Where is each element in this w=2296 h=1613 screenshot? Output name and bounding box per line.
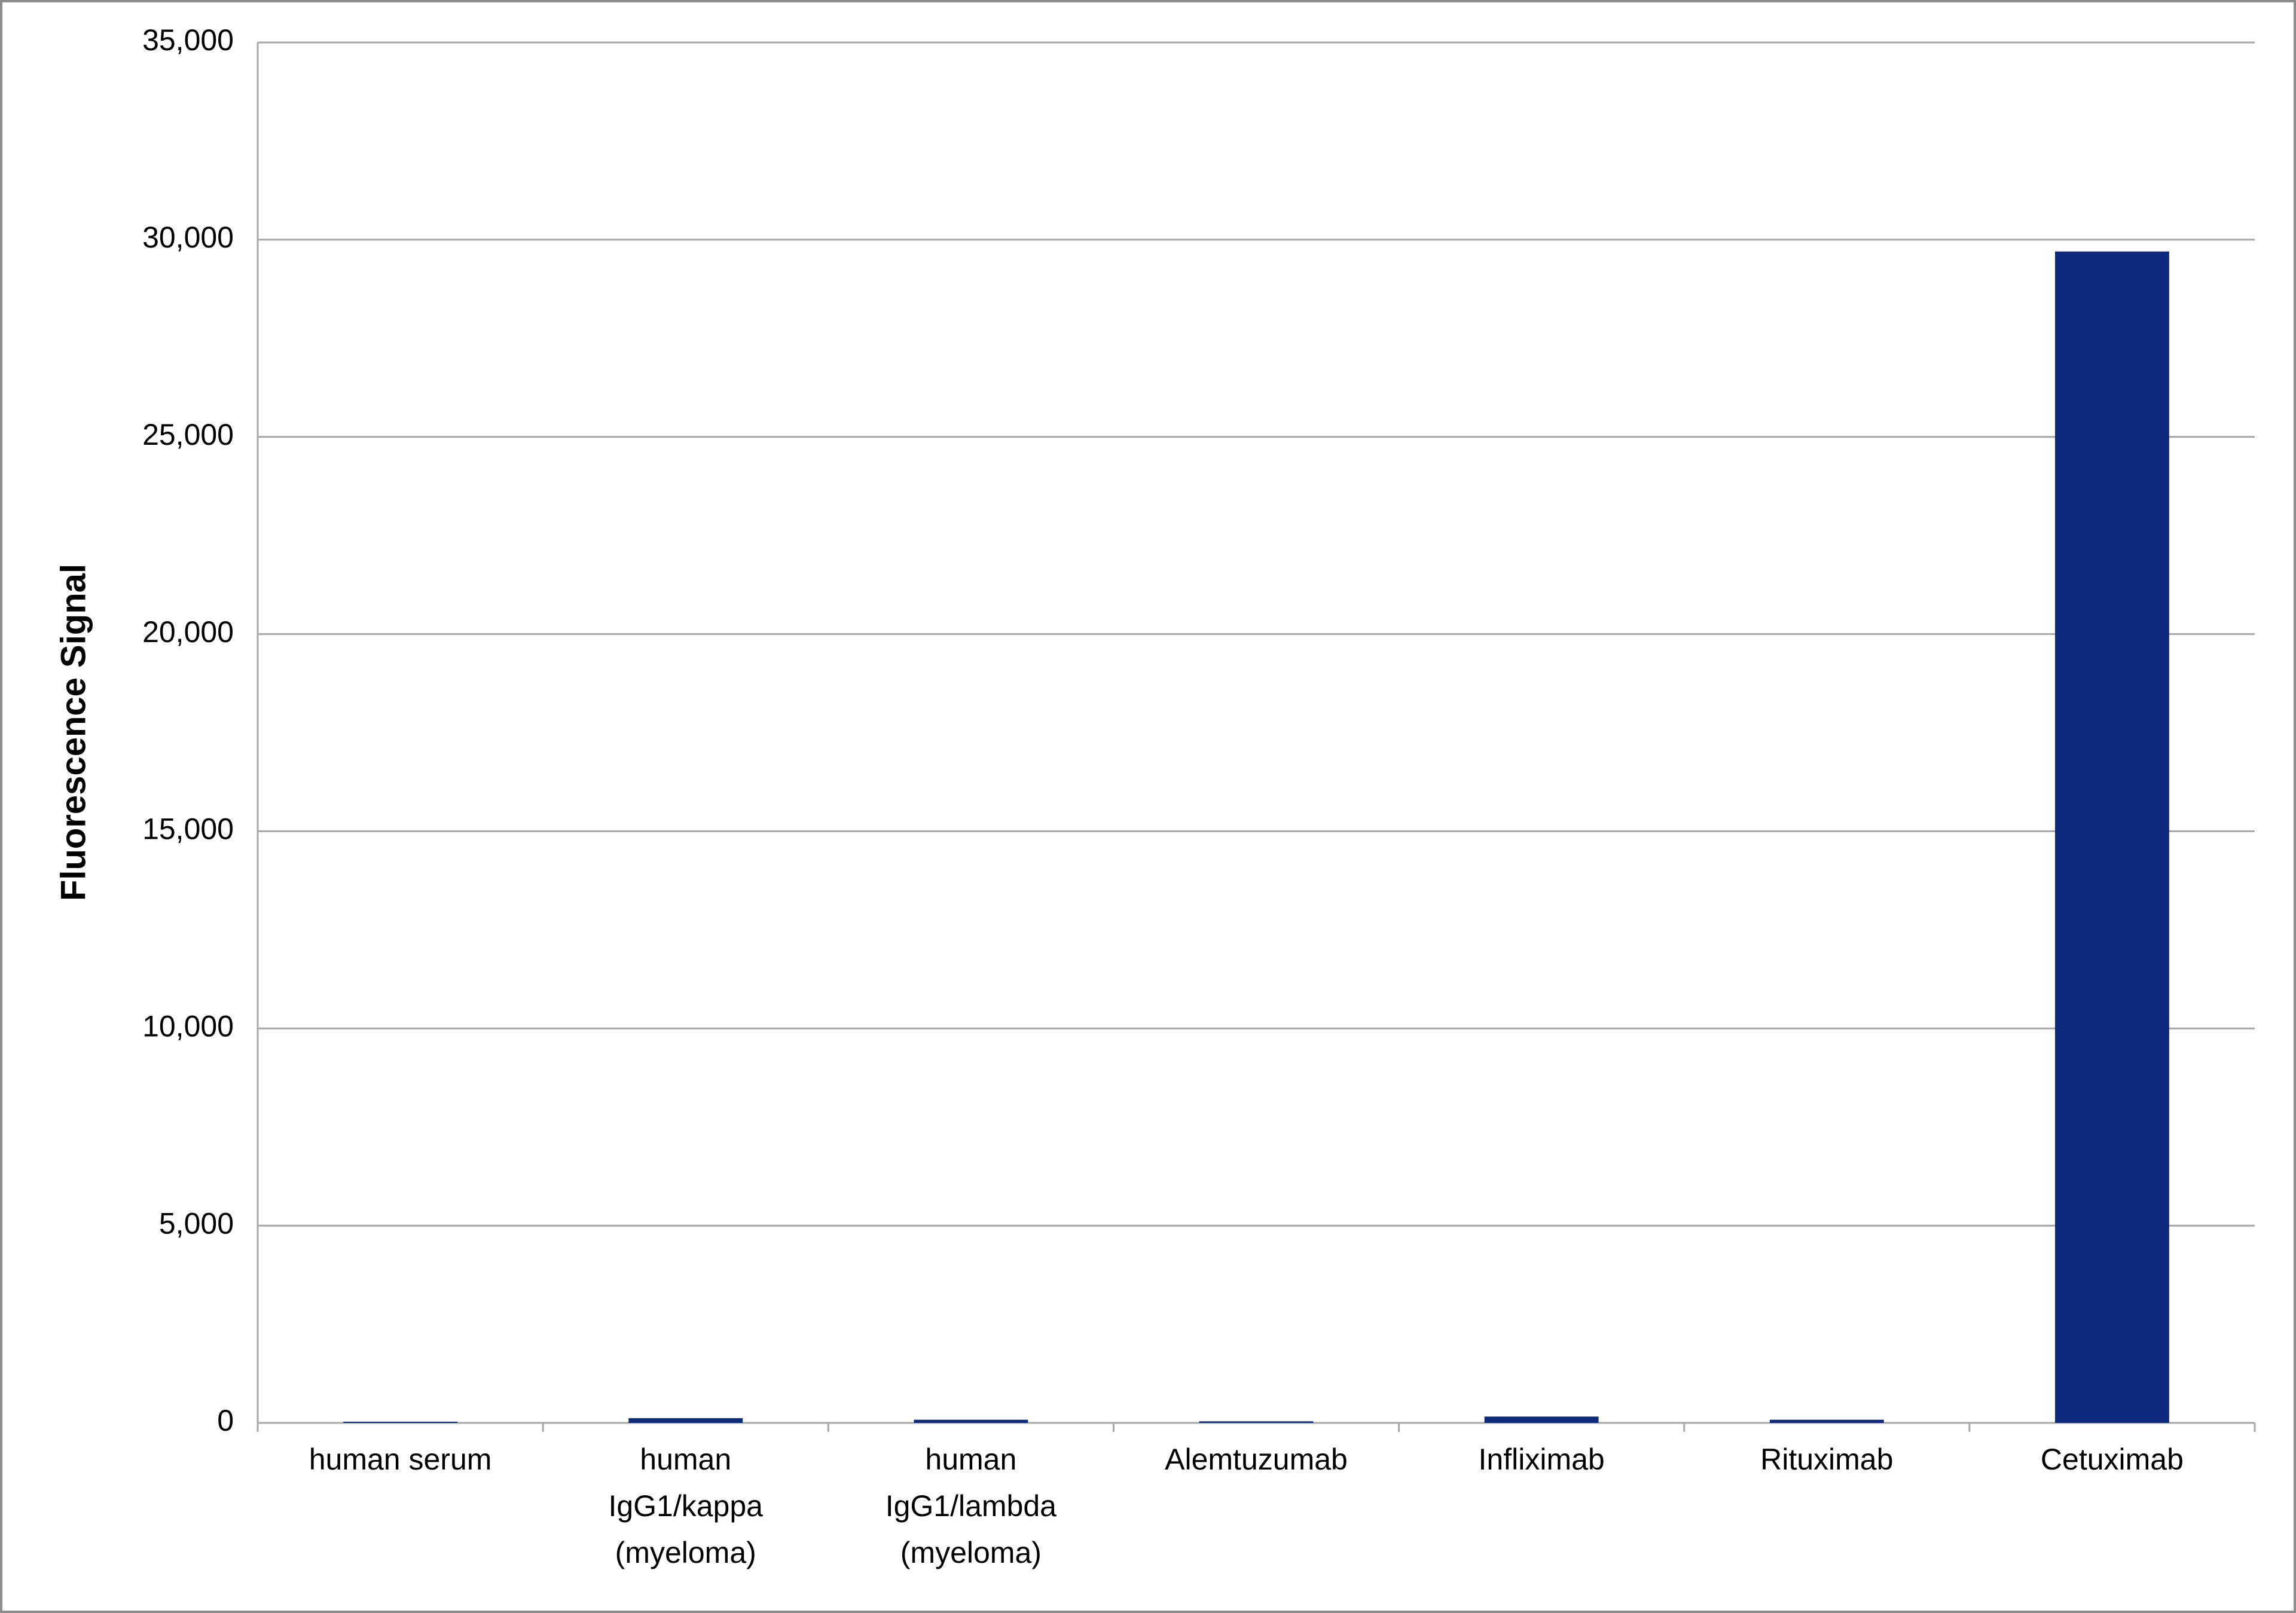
y-tick-label: 5,000 <box>159 1206 234 1240</box>
y-tick-label: 30,000 <box>142 221 234 254</box>
x-tick-label: human IgG1/kappa (myeloma) <box>608 1443 763 1569</box>
x-tick-label: human serum <box>309 1443 492 1476</box>
x-tick-label: human IgG1/lambda (myeloma) <box>885 1443 1057 1569</box>
y-axis-title: Fluorescence Signal <box>54 564 93 901</box>
bar <box>1199 1421 1314 1423</box>
bar <box>1484 1416 1599 1423</box>
bar <box>343 1422 457 1423</box>
y-tick-label: 20,000 <box>142 615 234 649</box>
y-tick-label: 15,000 <box>142 812 234 846</box>
y-tick-label: 25,000 <box>142 418 234 451</box>
bar <box>628 1418 743 1423</box>
x-tick-label: Cetuximab <box>2040 1443 2184 1476</box>
x-tick-label: Rituximab <box>1760 1443 1894 1476</box>
bar <box>1769 1419 1884 1423</box>
y-tick-label: 0 <box>217 1404 234 1437</box>
bar <box>914 1419 1028 1423</box>
x-tick-label: Infliximab <box>1478 1443 1605 1476</box>
bar <box>2055 251 2169 1423</box>
y-tick-label: 35,000 <box>142 23 234 57</box>
y-tick-label: 10,000 <box>142 1009 234 1043</box>
x-tick-label: Alemtuzumab <box>1165 1443 1348 1476</box>
